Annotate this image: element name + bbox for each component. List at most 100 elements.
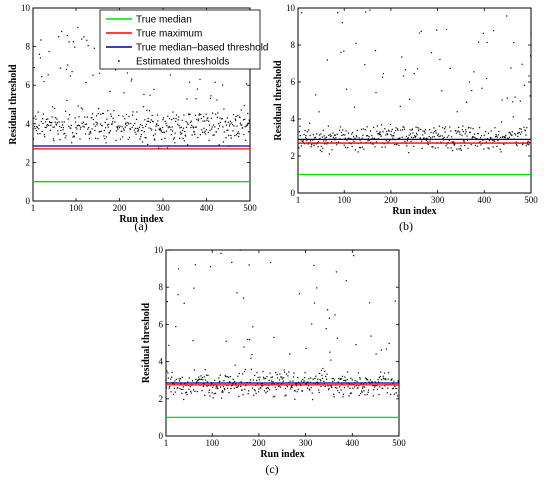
data-point (357, 151, 359, 153)
data-point (421, 140, 423, 142)
data-point (452, 141, 454, 143)
data-point (459, 148, 462, 150)
data-point (82, 125, 84, 127)
x-axis-label: Run index (119, 214, 163, 225)
data-point (364, 394, 366, 396)
data-point (381, 76, 384, 78)
data-point (87, 128, 89, 130)
data-point (243, 104, 245, 107)
data-point (220, 252, 222, 254)
data-point (100, 130, 102, 132)
data-point (196, 118, 198, 120)
data-point (174, 391, 176, 393)
data-point (386, 130, 388, 133)
data-point (370, 141, 372, 143)
data-point (236, 132, 238, 134)
data-point (339, 129, 341, 131)
data-point (128, 115, 130, 117)
data-point (356, 380, 358, 382)
data-point (148, 127, 150, 129)
data-point (222, 386, 224, 388)
data-point (198, 376, 200, 378)
data-point (333, 393, 335, 395)
data-point (362, 383, 365, 385)
data-point (228, 134, 230, 137)
data-point (131, 78, 133, 80)
data-point (446, 143, 448, 145)
y-tick-label: 2 (26, 157, 31, 167)
data-point (393, 393, 395, 395)
data-point (237, 115, 239, 117)
data-point (520, 133, 522, 135)
data-point (208, 391, 210, 393)
data-point (93, 123, 95, 125)
data-point (470, 144, 472, 146)
data-point (187, 144, 189, 146)
data-point (388, 139, 391, 142)
data-point (319, 379, 321, 381)
data-point (447, 147, 449, 149)
y-tick-label: 0 (26, 196, 31, 206)
data-point (458, 126, 460, 128)
data-point (351, 145, 353, 147)
data-point (291, 386, 293, 388)
data-point (221, 397, 223, 399)
data-point (218, 144, 220, 146)
data-point (180, 133, 182, 135)
data-point (186, 394, 188, 396)
data-point (334, 379, 336, 381)
data-point (201, 377, 203, 379)
data-point (480, 135, 483, 137)
data-point (143, 93, 145, 96)
data-point (367, 140, 369, 142)
data-point (236, 386, 238, 388)
data-point (292, 380, 294, 382)
data-point (438, 136, 440, 138)
data-point (495, 135, 497, 137)
data-point (512, 101, 514, 103)
data-point (58, 121, 60, 123)
data-point (227, 121, 229, 123)
legend-entry-estimated-thresholds: Estimated thresholds (136, 57, 229, 68)
data-point (109, 130, 111, 132)
data-point (107, 110, 109, 112)
data-point (138, 128, 140, 130)
data-point (327, 309, 329, 311)
data-point (431, 136, 434, 138)
legend: True median True maximum True median–based… (99, 9, 269, 70)
data-point (434, 147, 436, 149)
data-point (327, 389, 330, 391)
data-point (340, 51, 342, 53)
data-point (413, 73, 415, 75)
data-point (189, 81, 191, 83)
data-point (497, 139, 499, 142)
data-point (68, 41, 70, 43)
data-point (238, 133, 240, 135)
data-point (519, 128, 521, 130)
data-point (380, 135, 382, 137)
data-point (280, 376, 282, 378)
data-point (355, 385, 358, 387)
data-point (191, 124, 193, 126)
data-point (184, 383, 186, 385)
data-point (295, 385, 297, 387)
data-point (98, 108, 100, 110)
data-point (275, 372, 277, 374)
x-axis-label: Run index (392, 206, 436, 217)
data-point (154, 139, 156, 141)
data-point (242, 297, 245, 299)
data-point (243, 371, 245, 373)
data-point (332, 132, 334, 134)
data-point (139, 124, 141, 126)
data-point (358, 137, 360, 139)
data-point (529, 55, 532, 57)
data-point (353, 141, 355, 143)
data-point (68, 114, 71, 116)
data-point (436, 29, 438, 31)
data-point (490, 136, 492, 138)
panel-label: (a) (134, 219, 147, 233)
data-point (247, 112, 249, 115)
data-point (403, 126, 405, 128)
data-point (175, 118, 177, 120)
data-point (213, 385, 215, 387)
